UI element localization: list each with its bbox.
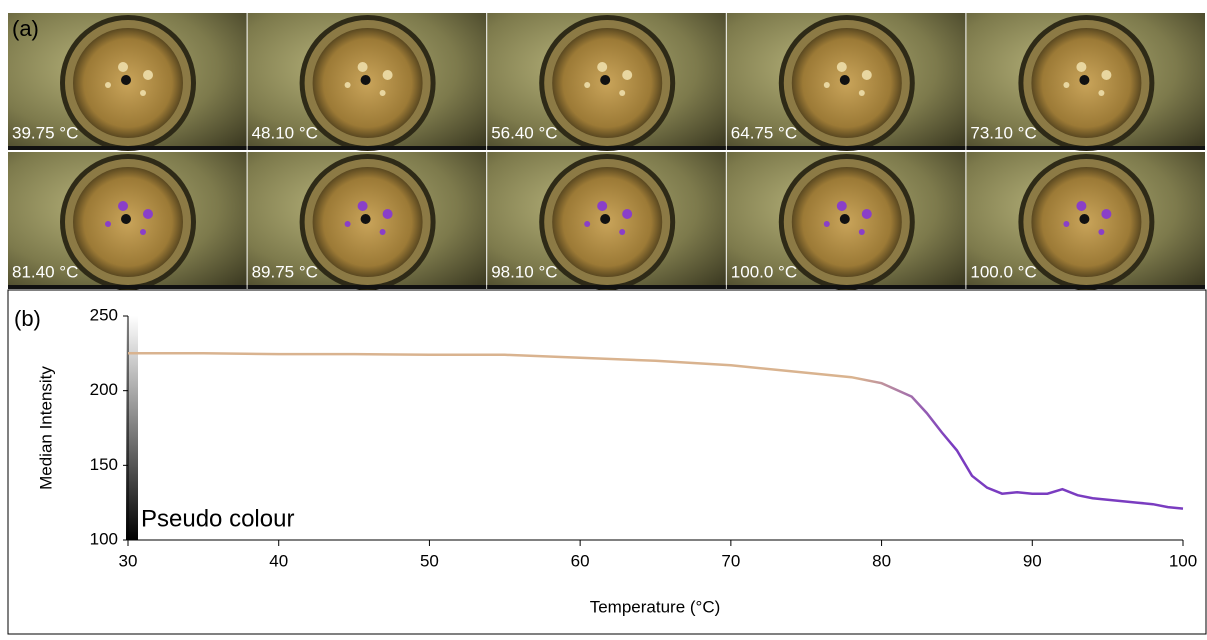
sample: [1098, 90, 1105, 96]
sample: [382, 209, 393, 219]
frame-temperature: 64.75 °C: [731, 123, 797, 142]
dish-hole: [600, 214, 611, 224]
sample: [858, 90, 865, 96]
y-tick-label: 250: [90, 305, 118, 324]
x-tick-label: 60: [571, 551, 590, 570]
sample: [619, 229, 626, 235]
sample: [836, 201, 847, 211]
sample: [118, 201, 128, 211]
x-tick-label: 30: [119, 551, 138, 570]
dish-hole: [600, 75, 611, 85]
frame-temperature: 39.75 °C: [12, 123, 78, 142]
frame-temperature: 89.75 °C: [252, 262, 318, 281]
y-tick-label: 200: [90, 380, 118, 399]
sample: [143, 209, 153, 219]
tile-footer: [247, 146, 487, 150]
tile-footer: [247, 285, 487, 289]
sample: [836, 62, 847, 72]
x-axis-label: Temperature (°C): [590, 597, 721, 616]
x-tick-label: 50: [420, 551, 439, 570]
frame-temperature: 100.0 °C: [970, 262, 1036, 281]
sample: [1063, 221, 1070, 227]
y-tick-label: 150: [90, 455, 118, 474]
tile-footer: [726, 146, 966, 150]
tile-footer: [726, 285, 966, 289]
sample: [597, 62, 608, 72]
panel-label: (a): [12, 16, 39, 41]
panel-label: (b): [14, 306, 41, 331]
sample: [858, 229, 865, 235]
sample: [1063, 82, 1070, 88]
frame-temperature: 100.0 °C: [731, 262, 797, 281]
sample: [1101, 209, 1112, 219]
x-tick-label: 100: [1169, 551, 1197, 570]
frame-temperature: 81.40 °C: [12, 262, 78, 281]
x-tick-label: 90: [1023, 551, 1042, 570]
panel-b-frame: [7, 289, 1207, 635]
x-tick-label: 70: [721, 551, 740, 570]
y-tick-label: 100: [90, 529, 118, 548]
sample: [140, 90, 146, 96]
data-line: [128, 352, 1184, 510]
dish-hole: [121, 214, 131, 224]
sample: [357, 201, 368, 211]
sample: [823, 82, 830, 88]
sample: [382, 70, 393, 80]
sample: [1098, 229, 1105, 235]
sample: [597, 201, 608, 211]
photo-grid: 39.75 °C 48.10 °C 56.40 °C 64.75 °C 73.10 °C…: [8, 13, 1205, 290]
sample: [344, 82, 351, 88]
tile-footer: [8, 146, 247, 150]
sample: [823, 221, 830, 227]
sample: [140, 229, 146, 235]
sample: [584, 221, 591, 227]
tile-footer: [487, 285, 726, 289]
sample: [861, 70, 872, 80]
dish-hole: [121, 75, 131, 85]
tile-footer: [966, 285, 1205, 289]
dish-hole: [1079, 75, 1090, 85]
x-tick-label: 80: [872, 551, 891, 570]
sample: [344, 221, 351, 227]
sample: [357, 62, 368, 72]
y-axis-label: Median Intensity: [36, 366, 55, 490]
tile-footer: [487, 146, 726, 150]
sample: [105, 221, 111, 227]
frame-temperature: 48.10 °C: [252, 123, 318, 142]
frame-temperature: 56.40 °C: [491, 123, 557, 142]
sample: [584, 82, 591, 88]
frame-temperature: 98.10 °C: [491, 262, 557, 281]
sample: [143, 70, 153, 80]
sample: [1076, 62, 1087, 72]
sample: [105, 82, 111, 88]
pseudo-colour-bar: [126, 316, 138, 540]
tile-footer: [966, 146, 1205, 150]
frame-temperature: 73.10 °C: [970, 123, 1036, 142]
sample: [379, 90, 386, 96]
dish-hole: [360, 75, 371, 85]
sample: [379, 229, 386, 235]
sample: [622, 209, 633, 219]
annotation: Pseudo colour: [141, 505, 294, 532]
sample: [1101, 70, 1112, 80]
x-tick-label: 40: [269, 551, 288, 570]
dish-hole: [839, 214, 850, 224]
dish-hole: [839, 75, 850, 85]
dish-hole: [360, 214, 371, 224]
dish-hole: [1079, 214, 1090, 224]
sample: [861, 209, 872, 219]
tile-footer: [8, 285, 247, 289]
sample: [118, 62, 128, 72]
sample: [1076, 201, 1087, 211]
sample: [622, 70, 633, 80]
sample: [619, 90, 626, 96]
